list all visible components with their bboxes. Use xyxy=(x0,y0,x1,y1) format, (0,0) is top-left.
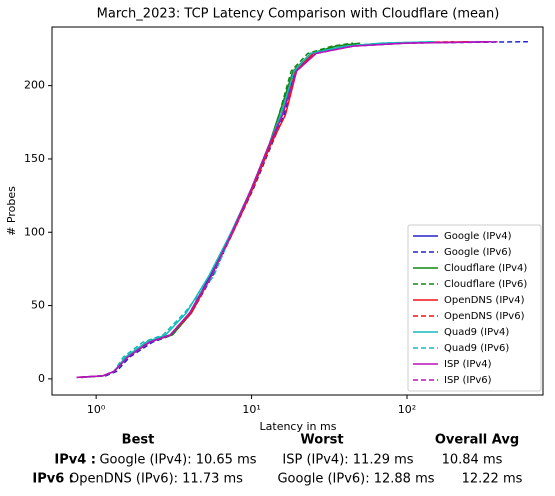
legend-label: ISP (IPv4) xyxy=(444,359,492,370)
legend-label: Google (IPv4) xyxy=(444,231,512,242)
x-axis-label: Latency in ms xyxy=(260,420,337,433)
legend-label: Google (IPv6) xyxy=(444,247,512,258)
y-tick-label: 50 xyxy=(31,299,45,312)
y-tick-label: 200 xyxy=(24,79,45,92)
legend-label: Quad9 (IPv4) xyxy=(444,327,509,338)
summary-row-label: IPv4 : xyxy=(54,453,96,468)
x-tick-label: 10⁰ xyxy=(87,403,106,416)
x-tick-label: 10² xyxy=(398,403,416,416)
plot-lines xyxy=(76,40,528,379)
legend-label: OpenDNS (IPv4) xyxy=(444,295,525,306)
legend-box xyxy=(407,224,542,392)
y-tick-label: 150 xyxy=(24,152,45,165)
summary-row-label: IPv6 : xyxy=(32,472,74,487)
chart-title: March_2023: TCP Latency Comparison with … xyxy=(97,7,500,22)
summary-header: Overall Avg xyxy=(435,433,519,448)
y-tick-label: 0 xyxy=(38,372,45,385)
summary-header: Best xyxy=(122,433,155,448)
legend-label: OpenDNS (IPv6) xyxy=(444,311,525,322)
summary-cell: 10.84 ms xyxy=(442,453,503,468)
summary-cell: ISP (IPv4): 11.29 ms xyxy=(282,453,413,468)
legend-label: Cloudflare (IPv4) xyxy=(444,263,527,274)
x-tick-label: 10¹ xyxy=(242,403,260,416)
plot-frame xyxy=(51,26,544,396)
series-line xyxy=(81,40,454,379)
series-line xyxy=(81,42,354,379)
summary-cell: Google (IPv4): 10.65 ms xyxy=(99,453,256,468)
summary-cell: OpenDNS (IPv6): 11.73 ms xyxy=(69,472,243,487)
y-axis-label: # Probes xyxy=(5,186,18,236)
legend-label: Cloudflare (IPv6) xyxy=(444,279,527,290)
legend-label: Quad9 (IPv6) xyxy=(444,343,509,354)
series-line xyxy=(81,40,501,379)
y-tick-label: 100 xyxy=(24,225,45,238)
series-line xyxy=(81,40,435,379)
summary-header: Worst xyxy=(300,433,343,448)
series-line xyxy=(81,40,435,379)
series-line xyxy=(81,42,361,379)
summary-cell: 12.22 ms xyxy=(462,472,523,487)
legend-label: ISP (IPv6) xyxy=(444,375,492,386)
summary-cell: Google (IPv6): 12.88 ms xyxy=(277,472,434,487)
